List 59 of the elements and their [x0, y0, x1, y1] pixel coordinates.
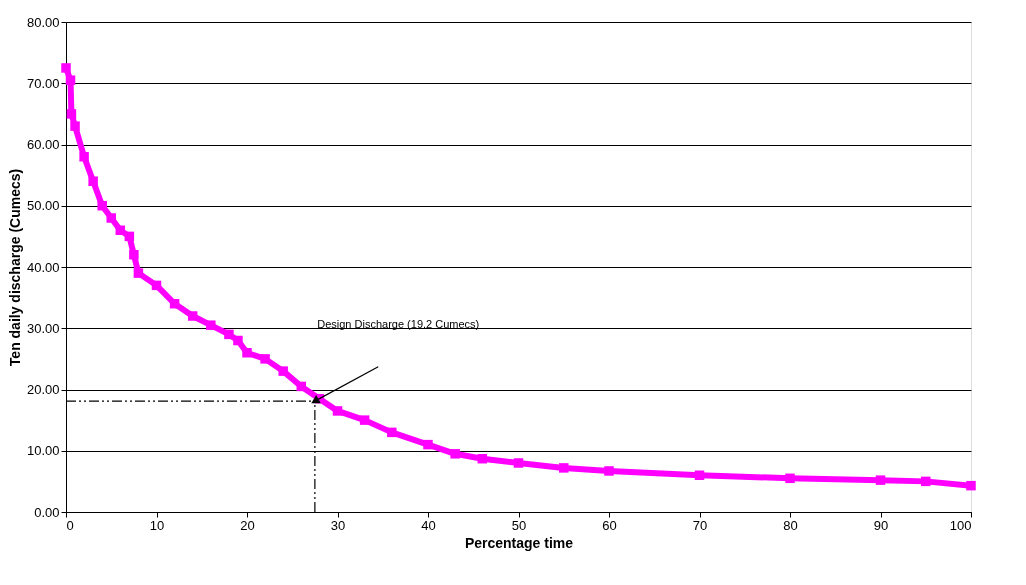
x-tick-label: 0 — [66, 517, 74, 533]
point — [513, 458, 524, 468]
point — [477, 453, 488, 464]
y-tick-label: 0.00 — [34, 504, 60, 520]
point — [70, 121, 80, 131]
point — [66, 109, 77, 119]
point — [133, 268, 144, 278]
point — [206, 320, 216, 330]
y-tick-label: 20.00 — [26, 382, 60, 397]
x-tick-label: 40 — [421, 517, 436, 533]
point — [124, 231, 135, 242]
point — [106, 213, 116, 223]
point — [604, 466, 614, 476]
point — [450, 449, 460, 459]
point — [966, 480, 976, 491]
y-tick-label: 70.00 — [26, 75, 60, 91]
point — [875, 475, 886, 485]
point — [65, 75, 76, 85]
point — [115, 225, 126, 235]
y-tick-label: 30.00 — [26, 320, 60, 336]
point — [332, 406, 343, 416]
point — [129, 250, 139, 260]
point — [151, 280, 162, 291]
point — [169, 299, 180, 309]
y-tick-label: 80.00 — [26, 14, 60, 30]
point — [559, 463, 569, 473]
x-tick-label: 20 — [240, 517, 255, 533]
point — [97, 201, 107, 211]
x-tick-label: 100 — [949, 517, 972, 533]
point — [278, 366, 288, 376]
y-tick-label: 60.00 — [26, 137, 60, 152]
y-axis-title: Ten daily discharge (Cumecs) — [6, 168, 23, 367]
x-tick-label: 50 — [511, 517, 527, 533]
point — [233, 335, 243, 346]
x-tick-label: 80 — [783, 517, 798, 533]
x-tick-label: 10 — [149, 517, 165, 533]
y-tick-label: 40.00 — [26, 259, 60, 275]
annotation: Design Discharge (19.2 Cumecs) — [317, 317, 480, 330]
point — [296, 381, 307, 392]
x-tick-label: 30 — [330, 517, 346, 533]
point — [423, 439, 433, 450]
point — [79, 152, 89, 162]
y-tick-label: 10.00 — [26, 443, 60, 459]
point — [61, 63, 71, 73]
y-tick-label: 50.00 — [26, 198, 60, 214]
point — [694, 470, 705, 480]
x-axis-title: Percentage time — [464, 534, 574, 551]
point — [387, 427, 397, 438]
point — [359, 415, 370, 425]
point — [785, 473, 795, 484]
x-tick-label: 60 — [602, 517, 617, 533]
x-tick-label: 70 — [692, 517, 708, 533]
x-tick-label: 90 — [873, 517, 889, 533]
point — [260, 354, 270, 364]
point — [921, 476, 931, 487]
point — [187, 311, 198, 321]
point — [242, 348, 252, 358]
point — [224, 329, 234, 340]
point — [88, 176, 98, 186]
